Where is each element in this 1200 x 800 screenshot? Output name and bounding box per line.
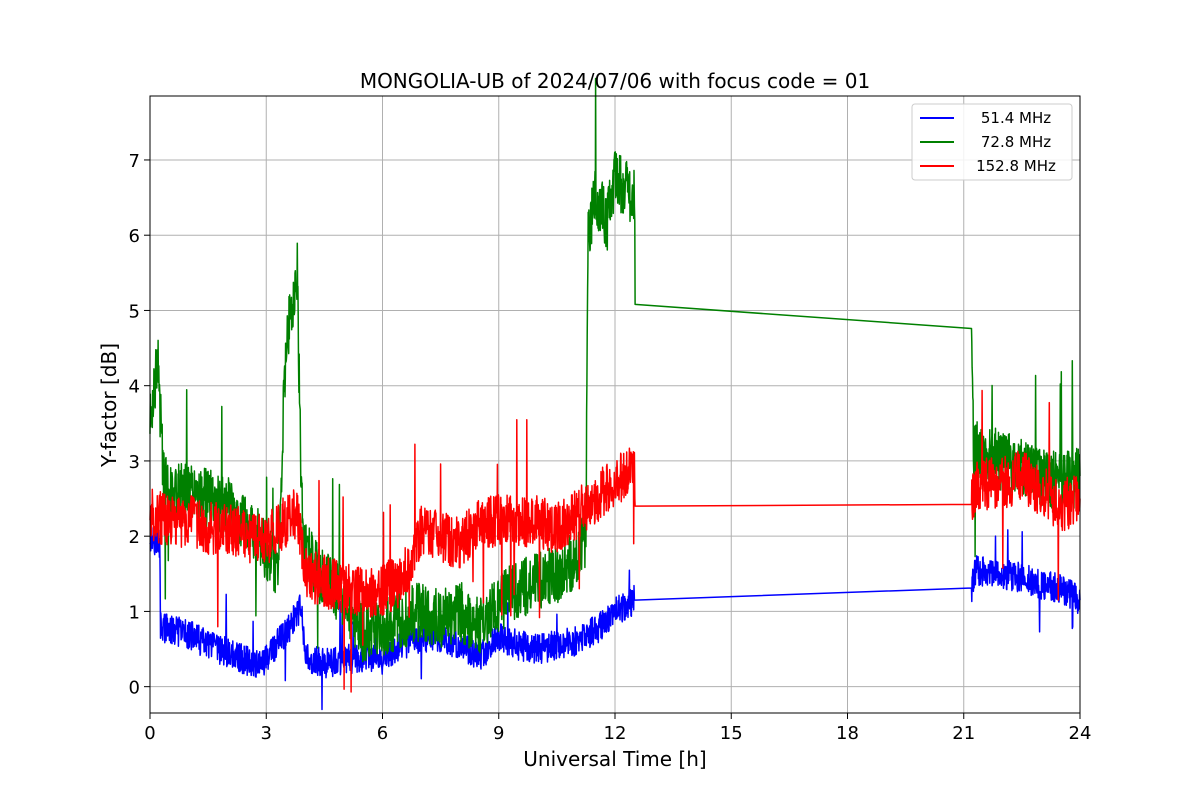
- y-tick-label: 1: [129, 602, 140, 623]
- y-tick-label: 0: [129, 678, 140, 699]
- x-tick-label: 24: [1069, 723, 1092, 744]
- x-tick-label: 15: [720, 723, 743, 744]
- x-tick-label: 12: [604, 723, 627, 744]
- x-tick-label: 6: [377, 723, 388, 744]
- legend-label: 152.8 MHz: [976, 157, 1056, 175]
- legend: 51.4 MHz 72.8 MHz 152.8 MHz: [911, 103, 1073, 181]
- x-tick-label: 18: [836, 723, 859, 744]
- x-axis-label: Universal Time [h]: [523, 747, 706, 771]
- x-tick-label: 0: [144, 723, 155, 744]
- series-line-0: [149, 525, 1081, 711]
- y-tick-label: 2: [129, 527, 140, 548]
- y-axis-label: Y-factor [dB]: [97, 343, 121, 468]
- tick-marks: [144, 159, 1081, 719]
- x-tick-label: 3: [261, 723, 272, 744]
- y-tick-label: 6: [129, 226, 140, 247]
- y-tick-label: 5: [129, 301, 140, 322]
- y-tick-label: 7: [129, 151, 140, 172]
- x-tick-label: 9: [493, 723, 504, 744]
- legend-label: 72.8 MHz: [981, 133, 1051, 151]
- plot-area: [149, 77, 1081, 711]
- chart-title: MONGOLIA-UB of 2024/07/06 with focus cod…: [360, 69, 870, 93]
- y-tick-label: 4: [129, 377, 140, 398]
- series-line-2: [149, 389, 1081, 693]
- y-tick-label: 3: [129, 452, 140, 473]
- x-tick-label: 21: [952, 723, 975, 744]
- legend-box: [911, 103, 1073, 181]
- legend-label: 51.4 MHz: [981, 109, 1051, 127]
